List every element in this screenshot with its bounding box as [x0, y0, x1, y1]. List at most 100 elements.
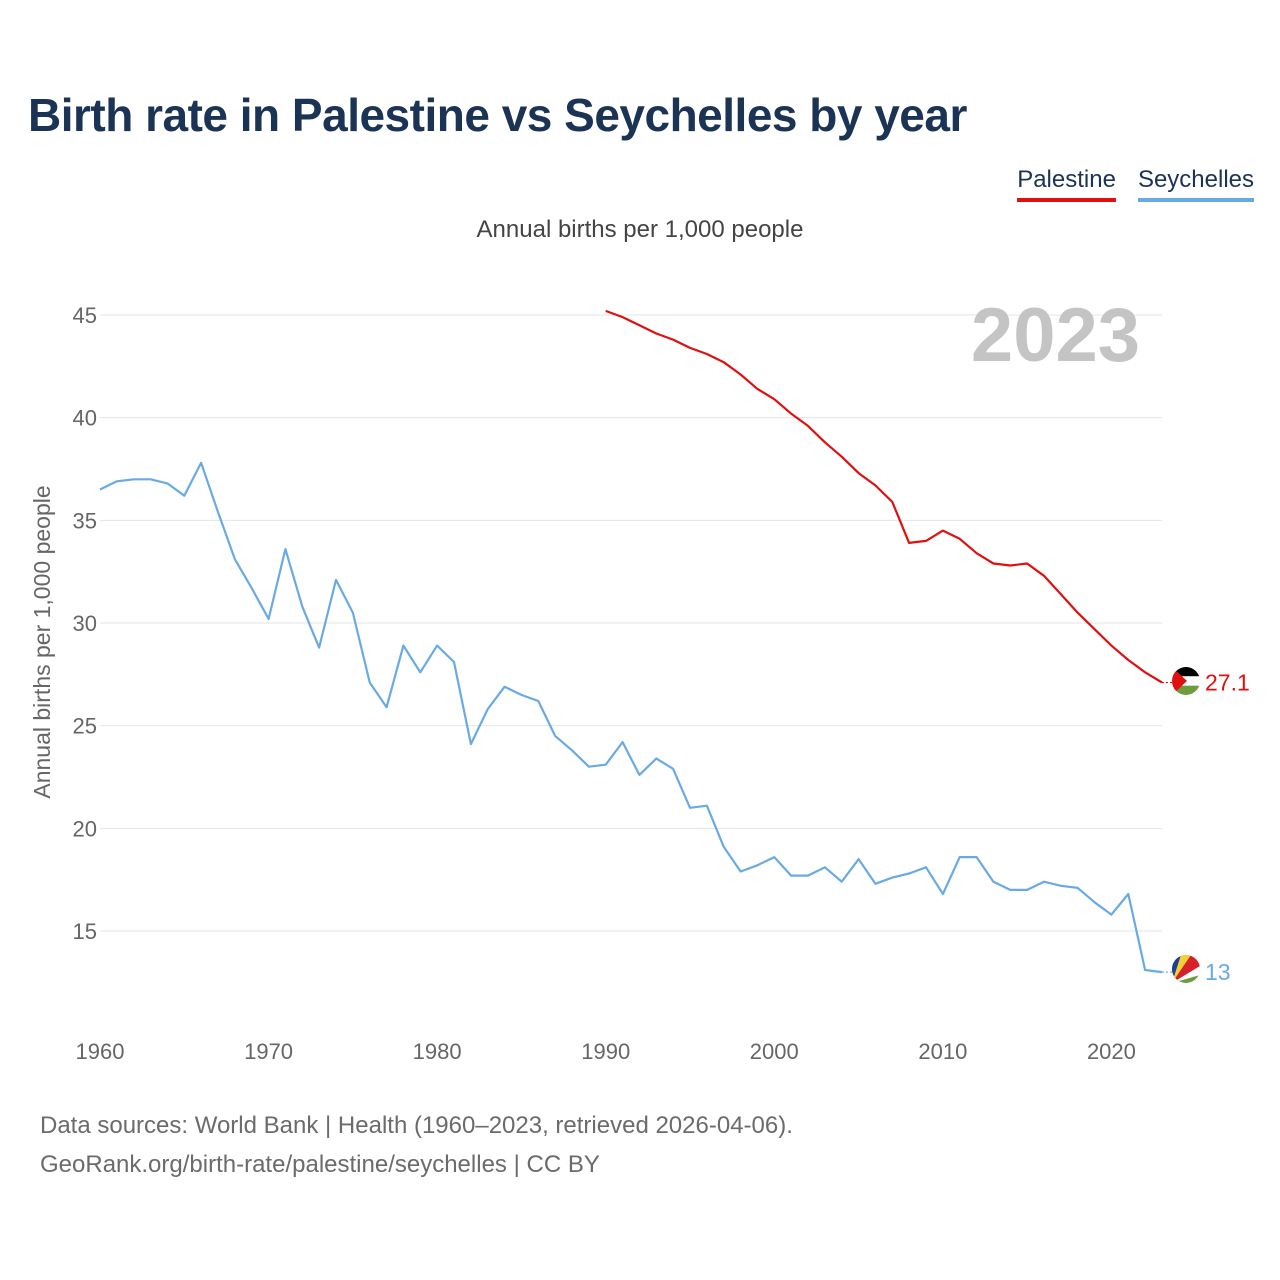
year-watermark: 2023 — [971, 293, 1140, 378]
data-point-palestine-1995 — [688, 346, 692, 350]
data-point-seychelles-1964 — [165, 481, 169, 485]
data-point-seychelles-2017 — [1059, 884, 1063, 888]
data-point-seychelles-1989 — [587, 765, 591, 769]
data-point-seychelles-1977 — [385, 705, 389, 709]
data-point-seychelles-2016 — [1042, 880, 1046, 884]
y-tick-label-40: 40 — [73, 406, 97, 431]
x-tick-label-1970: 1970 — [244, 1039, 293, 1064]
data-point-seychelles-1979 — [418, 670, 422, 674]
data-point-seychelles-2009 — [924, 865, 928, 869]
data-point-seychelles-1976 — [368, 681, 372, 685]
data-point-seychelles-2019 — [1093, 900, 1097, 904]
data-point-seychelles-2004 — [840, 880, 844, 884]
legend: Palestine Seychelles — [1017, 166, 1254, 202]
data-point-palestine-2017 — [1059, 592, 1063, 596]
data-point-palestine-1991 — [621, 315, 625, 319]
data-point-seychelles-1965 — [182, 494, 186, 498]
data-point-seychelles-2012 — [975, 855, 979, 859]
data-point-seychelles-2007 — [890, 876, 894, 880]
data-point-palestine-1990 — [604, 309, 608, 313]
data-point-seychelles-1962 — [132, 477, 136, 481]
data-point-palestine-2011 — [958, 537, 962, 541]
data-point-seychelles-1994 — [671, 767, 675, 771]
data-point-seychelles-2014 — [1008, 888, 1012, 892]
x-tick-label-1960: 1960 — [76, 1039, 125, 1064]
data-point-seychelles-1990 — [604, 763, 608, 767]
data-point-seychelles-1980 — [435, 644, 439, 648]
data-point-seychelles-1971 — [283, 547, 287, 551]
data-point-seychelles-1986 — [536, 699, 540, 703]
data-point-seychelles-1991 — [621, 740, 625, 744]
chart-title: Birth rate in Palestine vs Seychelles by… — [28, 89, 967, 141]
chart-subtitle: Annual births per 1,000 people — [476, 216, 804, 243]
data-point-palestine-2022 — [1143, 670, 1147, 674]
data-point-palestine-2005 — [857, 471, 861, 475]
data-point-seychelles-1970 — [267, 617, 271, 621]
data-point-palestine-2021 — [1126, 658, 1130, 662]
data-point-seychelles-1960 — [98, 488, 102, 492]
data-point-palestine-2007 — [890, 500, 894, 504]
y-tick-label-45: 45 — [73, 303, 97, 328]
data-point-seychelles-2013 — [991, 880, 995, 884]
data-point-seychelles-2001 — [789, 874, 793, 878]
data-point-palestine-2013 — [991, 562, 995, 566]
data-point-palestine-1996 — [705, 352, 709, 356]
data-point-seychelles-2020 — [1109, 913, 1113, 917]
data-point-seychelles-1995 — [688, 806, 692, 810]
data-point-seychelles-2005 — [857, 857, 861, 861]
y-tick-label-35: 35 — [73, 508, 97, 533]
data-point-seychelles-2018 — [1076, 886, 1080, 890]
data-point-palestine-2016 — [1042, 574, 1046, 578]
palestine-flag-icon — [1172, 667, 1200, 695]
y-tick-label-30: 30 — [73, 611, 97, 636]
data-point-palestine-2008 — [907, 541, 911, 545]
data-point-palestine-1998 — [739, 373, 743, 377]
data-point-seychelles-1988 — [570, 748, 574, 752]
data-point-seychelles-1967 — [216, 510, 220, 514]
data-point-seychelles-1997 — [722, 845, 726, 849]
data-point-seychelles-1975 — [351, 611, 355, 615]
series-line-palestine — [605, 309, 1163, 684]
data-point-palestine-1992 — [637, 323, 641, 327]
legend-item-seychelles[interactable]: Seychelles — [1137, 166, 1254, 202]
x-tick-label-2020: 2020 — [1087, 1039, 1136, 1064]
data-point-seychelles-1966 — [199, 461, 203, 465]
data-point-palestine-2018 — [1076, 611, 1080, 615]
data-point-palestine-2006 — [873, 483, 877, 487]
end-label-palestine: 27.1 — [1205, 670, 1250, 696]
data-point-seychelles-2000 — [772, 855, 776, 859]
end-label-seychelles: 13 — [1205, 959, 1231, 985]
data-point-seychelles-2002 — [806, 874, 810, 878]
data-point-seychelles-1981 — [452, 660, 456, 664]
data-point-palestine-2014 — [1008, 564, 1012, 568]
legend-item-palestine[interactable]: Palestine — [1017, 166, 1116, 202]
data-point-palestine-2015 — [1025, 562, 1029, 566]
data-point-seychelles-2022 — [1143, 968, 1147, 972]
data-point-seychelles-2010 — [941, 892, 945, 896]
data-point-seychelles-1993 — [654, 757, 658, 761]
data-point-seychelles-1961 — [115, 479, 119, 483]
data-point-seychelles-1998 — [739, 870, 743, 874]
data-point-palestine-2001 — [789, 412, 793, 416]
y-tick-label-15: 15 — [73, 919, 97, 944]
data-point-seychelles-1992 — [637, 773, 641, 777]
data-point-seychelles-1978 — [401, 644, 405, 648]
data-point-seychelles-1985 — [519, 693, 523, 697]
data-point-palestine-2020 — [1109, 644, 1113, 648]
x-tick-label-2010: 2010 — [918, 1039, 967, 1064]
data-point-seychelles-1968 — [233, 557, 237, 561]
data-point-palestine-2010 — [941, 529, 945, 533]
data-point-seychelles-1963 — [149, 477, 153, 481]
data-point-palestine-1994 — [671, 338, 675, 342]
data-point-seychelles-2003 — [823, 865, 827, 869]
x-tick-label-1980: 1980 — [413, 1039, 462, 1064]
data-point-palestine-1997 — [722, 360, 726, 364]
sources-line-2[interactable]: GeoRank.org/birth-rate/palestine/seychel… — [40, 1151, 600, 1178]
data-point-seychelles-1974 — [334, 578, 338, 582]
x-tick-label-2000: 2000 — [750, 1039, 799, 1064]
data-point-palestine-2019 — [1093, 627, 1097, 631]
data-point-seychelles-2008 — [907, 872, 911, 876]
y-tick-label-25: 25 — [73, 714, 97, 739]
data-point-palestine-2003 — [823, 440, 827, 444]
x-tick-label-1990: 1990 — [581, 1039, 630, 1064]
